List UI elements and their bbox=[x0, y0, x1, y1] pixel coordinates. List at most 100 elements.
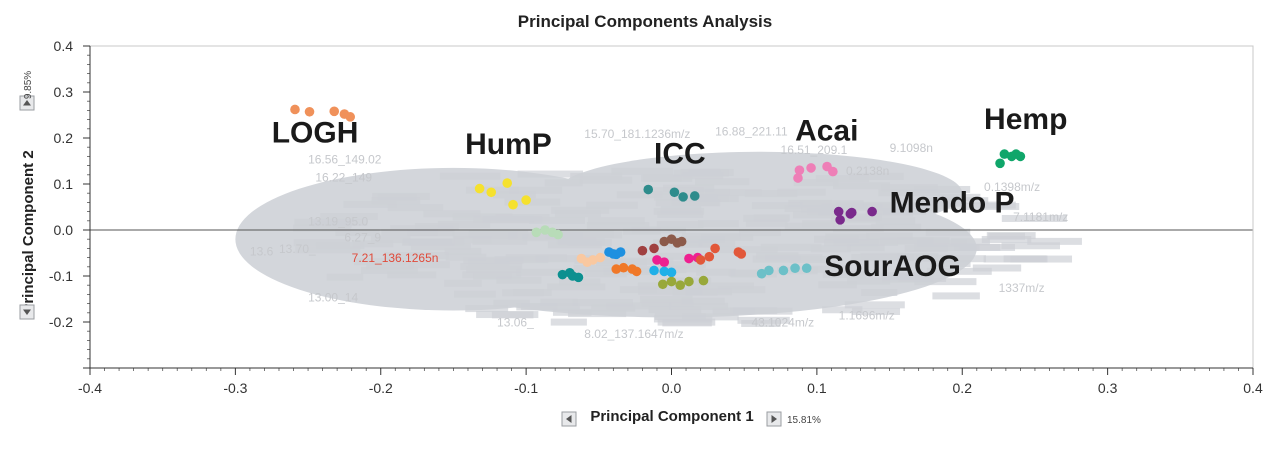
cloud-speck bbox=[681, 232, 741, 240]
cloud-speck bbox=[818, 281, 857, 289]
x-tick-label: 0.1 bbox=[807, 380, 827, 396]
loading-label: 16.51_209.1 bbox=[781, 143, 848, 157]
score-point bbox=[764, 265, 774, 276]
cloud-speck bbox=[495, 214, 550, 222]
cloud-speck bbox=[730, 307, 793, 315]
cloud-speck bbox=[988, 232, 1025, 240]
loading-label: 1337m/z bbox=[999, 281, 1045, 295]
cloud-speck bbox=[849, 172, 904, 180]
score-point bbox=[999, 149, 1010, 159]
score-point bbox=[508, 199, 518, 210]
group-label: Mendo P bbox=[890, 187, 1015, 220]
cloud-speck bbox=[444, 247, 482, 255]
y-tick-label: 0.2 bbox=[54, 130, 74, 146]
cloud-speck bbox=[930, 259, 971, 267]
cloud-speck bbox=[878, 189, 940, 197]
cloud-speck bbox=[833, 182, 890, 190]
cloud-speck bbox=[751, 202, 803, 210]
cloud-speck bbox=[681, 297, 725, 305]
score-point bbox=[588, 255, 598, 265]
cloud-speck bbox=[716, 246, 778, 254]
y-axis-next-button[interactable] bbox=[19, 95, 35, 111]
cloud-speck bbox=[606, 302, 672, 310]
cloud-speck bbox=[793, 179, 839, 187]
y-tick-label: -0.1 bbox=[49, 268, 73, 284]
cloud-speck bbox=[825, 233, 870, 241]
score-point bbox=[689, 191, 700, 201]
score-point bbox=[486, 187, 497, 198]
cloud-speck bbox=[925, 228, 971, 236]
x-axis-prev-button[interactable] bbox=[561, 411, 577, 427]
cloud-speck bbox=[454, 290, 496, 298]
cloud-speck bbox=[326, 273, 364, 281]
cloud-speck bbox=[366, 262, 414, 270]
cloud-speck bbox=[547, 241, 602, 249]
chart-title: Principal Components Analysis bbox=[518, 12, 772, 31]
group-label: ICC bbox=[654, 137, 706, 170]
score-point bbox=[643, 184, 654, 195]
cloud-speck bbox=[639, 295, 693, 303]
cloud-speck bbox=[810, 245, 851, 253]
score-point bbox=[611, 264, 622, 274]
group-label: LOGH bbox=[272, 117, 359, 150]
x-tick-label: 0.2 bbox=[953, 380, 973, 396]
cloud-speck bbox=[372, 192, 430, 200]
y-axis-prev-button[interactable] bbox=[19, 304, 35, 320]
x-tick-label: -0.4 bbox=[78, 380, 102, 396]
cloud-speck bbox=[370, 236, 411, 244]
cloud-speck bbox=[516, 303, 580, 311]
loading-label: 13.06_ bbox=[497, 316, 534, 330]
cloud-speck bbox=[743, 214, 790, 222]
cloud-speck bbox=[655, 252, 702, 260]
cloud-speck bbox=[641, 299, 694, 307]
loading-label: 13.00_14 bbox=[308, 290, 358, 304]
score-point bbox=[666, 276, 677, 287]
loading-label: 43.1024m/z bbox=[751, 316, 814, 330]
score-point bbox=[345, 112, 356, 122]
cloud-speck bbox=[914, 278, 977, 286]
score-point bbox=[666, 267, 677, 278]
cloud-speck bbox=[875, 207, 913, 215]
score-point bbox=[531, 227, 542, 238]
loading-label: 13.19_95.0 bbox=[308, 214, 368, 228]
cloud-speck bbox=[295, 246, 361, 254]
cloud-speck bbox=[401, 238, 455, 246]
y-axis-label: Principal Component 2 bbox=[20, 150, 37, 313]
cloud-speck bbox=[673, 169, 729, 177]
cloud-speck bbox=[788, 199, 832, 207]
cloud-speck bbox=[312, 220, 352, 228]
cloud-speck bbox=[871, 223, 922, 231]
cloud-speck bbox=[851, 307, 901, 315]
group-label: Hemp bbox=[984, 103, 1067, 136]
score-point bbox=[474, 183, 485, 194]
cloud-speck bbox=[556, 237, 597, 245]
cloud-speck bbox=[777, 188, 826, 196]
x-axis: -0.4 -0.3 -0.2 -0.1 0.0 0.1 0.2 0.3 0.4 bbox=[78, 367, 1263, 396]
cloud-speck bbox=[354, 258, 407, 266]
cloud-speck bbox=[496, 276, 542, 284]
cloud-speck bbox=[704, 189, 762, 197]
loading-label: 7.21_136.1265n bbox=[352, 251, 439, 265]
score-point bbox=[698, 275, 709, 286]
score-point bbox=[649, 243, 659, 254]
cloud-speck bbox=[509, 186, 563, 194]
cloud-speck bbox=[586, 201, 638, 209]
group-label: Acai bbox=[795, 114, 858, 147]
cloud-speck bbox=[808, 265, 845, 273]
score-point bbox=[790, 263, 800, 273]
cloud-speck bbox=[468, 258, 510, 266]
cloud-speck bbox=[371, 197, 421, 205]
x-tick-label: -0.2 bbox=[369, 380, 393, 396]
loading-label: 13.6 bbox=[250, 244, 274, 258]
cloud-speck bbox=[573, 264, 617, 272]
cloud-speck bbox=[570, 172, 623, 180]
score-point bbox=[659, 266, 670, 277]
score-point bbox=[675, 280, 686, 291]
x-tick-label: 0.4 bbox=[1243, 380, 1263, 396]
cloud-speck bbox=[832, 225, 884, 233]
x-axis-next-button[interactable] bbox=[766, 411, 782, 427]
cloud-speck bbox=[586, 222, 650, 230]
cloud-speck bbox=[638, 287, 703, 295]
score-point bbox=[659, 236, 670, 247]
cloud-speck bbox=[741, 319, 781, 327]
